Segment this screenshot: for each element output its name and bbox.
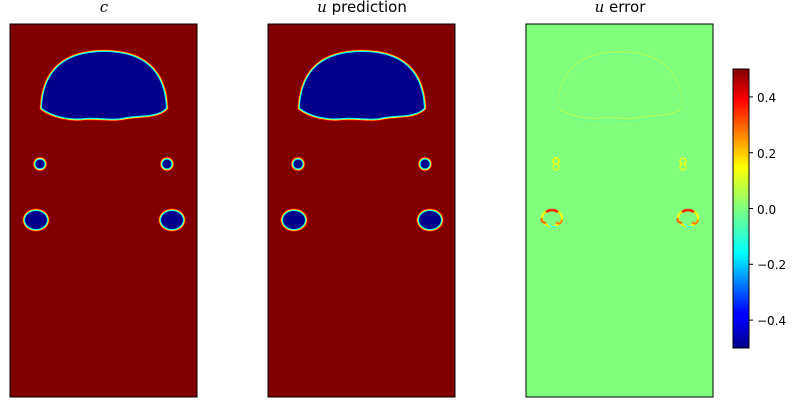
error-trace bbox=[691, 219, 699, 225]
droplet bbox=[161, 211, 183, 229]
error-trace bbox=[684, 223, 693, 228]
droplet bbox=[25, 211, 47, 229]
droplet bbox=[420, 159, 430, 169]
colorbar-tick-label: 0.4 bbox=[757, 91, 777, 105]
error-trace bbox=[681, 208, 695, 214]
error-trace bbox=[552, 163, 560, 171]
error-trace bbox=[676, 217, 683, 224]
panel-title-u-error: u error bbox=[594, 0, 646, 16]
panel-frame bbox=[267, 23, 456, 398]
panel-title-u-prediction: u prediction bbox=[317, 0, 407, 16]
colorbar-tick-label: 0.2 bbox=[757, 147, 777, 161]
colorbar-tick-label: −0.2 bbox=[757, 258, 787, 272]
heatmap-panel-u_error bbox=[525, 23, 714, 398]
colorbar-tick-label: −0.4 bbox=[757, 314, 787, 328]
panel-frame bbox=[9, 23, 198, 398]
error-trace bbox=[545, 208, 559, 214]
colorbar bbox=[733, 69, 749, 348]
panel-frame bbox=[525, 23, 714, 398]
droplet bbox=[162, 159, 172, 169]
error-trace bbox=[540, 217, 547, 224]
droplet bbox=[293, 159, 303, 169]
heatmap-panel-u_prediction bbox=[267, 23, 456, 398]
error-trace bbox=[679, 163, 687, 171]
panel-title-c: c bbox=[99, 0, 109, 16]
colorbar-tick-label: 0.0 bbox=[757, 203, 777, 217]
error-trace bbox=[548, 223, 557, 228]
droplet bbox=[283, 211, 305, 229]
droplet bbox=[419, 211, 441, 229]
heatmap-panel-c bbox=[9, 23, 198, 398]
droplet bbox=[35, 159, 45, 169]
error-trace bbox=[555, 219, 563, 225]
